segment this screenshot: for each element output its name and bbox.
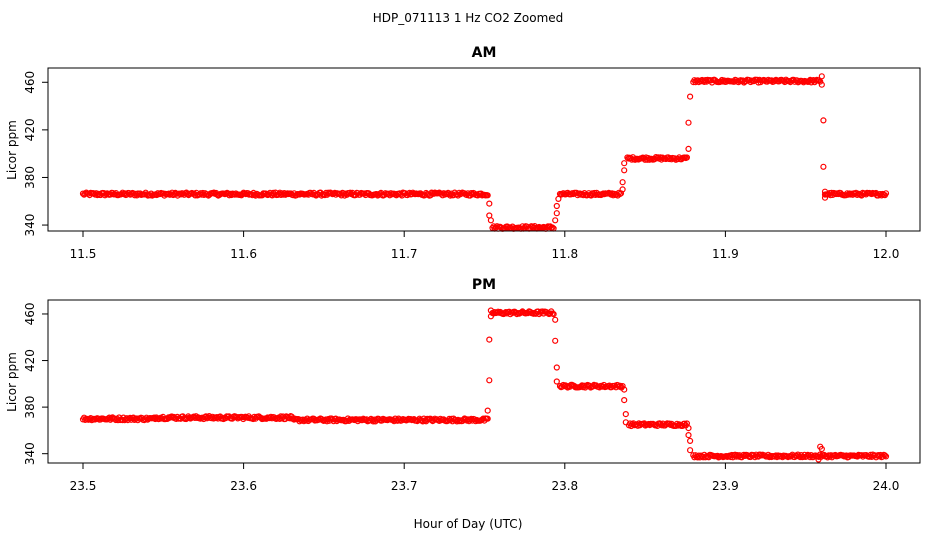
transition-point (484, 407, 491, 414)
x-tick-label: 23.6 (230, 479, 257, 493)
x-axis-label: Hour of Day (UTC) (414, 517, 523, 531)
pm-y-axis-label: Licor ppm (5, 352, 19, 412)
y-tick-label: 420 (23, 118, 37, 141)
transition-point (622, 411, 629, 418)
pm-panel: PM Licor ppm 23.5 23.6 23.7 23.8 23.9 24.0 34… (5, 277, 921, 493)
y-tick-label: 460 (23, 71, 37, 94)
x-tick-label: 23.5 (70, 479, 97, 493)
transition-point (821, 194, 829, 201)
data-point (484, 415, 491, 422)
data-point (817, 78, 824, 85)
x-tick-label: 23.8 (551, 479, 578, 493)
transition-point (818, 73, 825, 80)
transition-point (487, 217, 494, 224)
am-plot-frame (47, 67, 921, 232)
data-point (560, 381, 567, 389)
transition-point (685, 432, 692, 439)
data-point (549, 224, 556, 231)
am-data-points (79, 73, 890, 232)
am-panel: AM Licor ppm 11.5 11.6 11.7 11.8 11.9 12.0 34… (5, 45, 921, 261)
transition-point (622, 419, 629, 426)
transition-point (685, 119, 692, 126)
y-tick-label: 380 (23, 396, 37, 419)
transition-point (553, 364, 560, 371)
am-panel-title: AM (472, 45, 497, 61)
transition-point (619, 179, 626, 186)
pm-y-axis: 340 380 420 460 (23, 303, 49, 465)
data-point (619, 383, 626, 390)
transition-point (486, 336, 493, 343)
am-y-axis-label: Licor ppm (5, 120, 19, 180)
y-tick-label: 420 (23, 349, 37, 372)
transition-point (621, 167, 628, 174)
transition-point (486, 377, 493, 384)
y-tick-label: 340 (23, 442, 37, 465)
x-tick-label: 23.7 (391, 479, 418, 493)
figure-title: HDP_071113 1 Hz CO2 Zoomed (373, 11, 564, 25)
transition-point (686, 437, 694, 444)
x-tick-label: 11.6 (230, 247, 257, 261)
x-tick-label: 23.9 (712, 479, 739, 493)
pm-panel-title: PM (472, 277, 496, 293)
transition-point (685, 425, 692, 432)
x-tick-label: 11.9 (712, 247, 739, 261)
transition-point (487, 307, 494, 314)
transition-point (686, 447, 694, 454)
data-point (882, 190, 890, 197)
am-y-axis: 340 380 420 460 (23, 71, 49, 237)
y-tick-label: 460 (23, 303, 37, 326)
y-tick-label: 340 (23, 214, 37, 237)
transition-point (553, 210, 560, 217)
transition-point (552, 316, 559, 323)
transition-point (820, 163, 827, 170)
transition-point (553, 202, 560, 210)
data-point (683, 154, 691, 161)
x-tick-label: 24.0 (873, 479, 900, 493)
transition-point (686, 93, 694, 100)
x-tick-label: 11.7 (391, 247, 418, 261)
data-point (550, 311, 557, 318)
transition-point (621, 397, 628, 404)
transition-point (818, 81, 825, 88)
y-tick-label: 380 (23, 166, 37, 189)
pm-x-axis: 23.5 23.6 23.7 23.8 23.9 24.0 (70, 462, 900, 493)
x-tick-label: 12.0 (873, 247, 900, 261)
transition-point (553, 378, 560, 385)
transition-point (621, 160, 628, 167)
data-point (882, 453, 890, 460)
transition-point (486, 200, 493, 207)
transition-point (619, 186, 626, 193)
transition-point (552, 337, 559, 344)
data-point (484, 192, 491, 199)
transition-point (552, 217, 559, 224)
data-point (881, 452, 889, 459)
transition-point (818, 445, 825, 453)
x-tick-label: 11.5 (70, 247, 97, 261)
transition-point (487, 313, 494, 320)
x-tick-label: 11.8 (551, 247, 578, 261)
am-x-axis: 11.5 11.6 11.7 11.8 11.9 12.0 (70, 230, 900, 261)
pm-data-points (79, 307, 890, 463)
transition-point (815, 456, 822, 463)
pm-plot-frame (47, 299, 921, 464)
transition-point (820, 117, 827, 124)
transition-point (685, 145, 692, 152)
transition-point (555, 195, 562, 202)
transition-point (621, 386, 628, 393)
transition-point (821, 188, 829, 195)
